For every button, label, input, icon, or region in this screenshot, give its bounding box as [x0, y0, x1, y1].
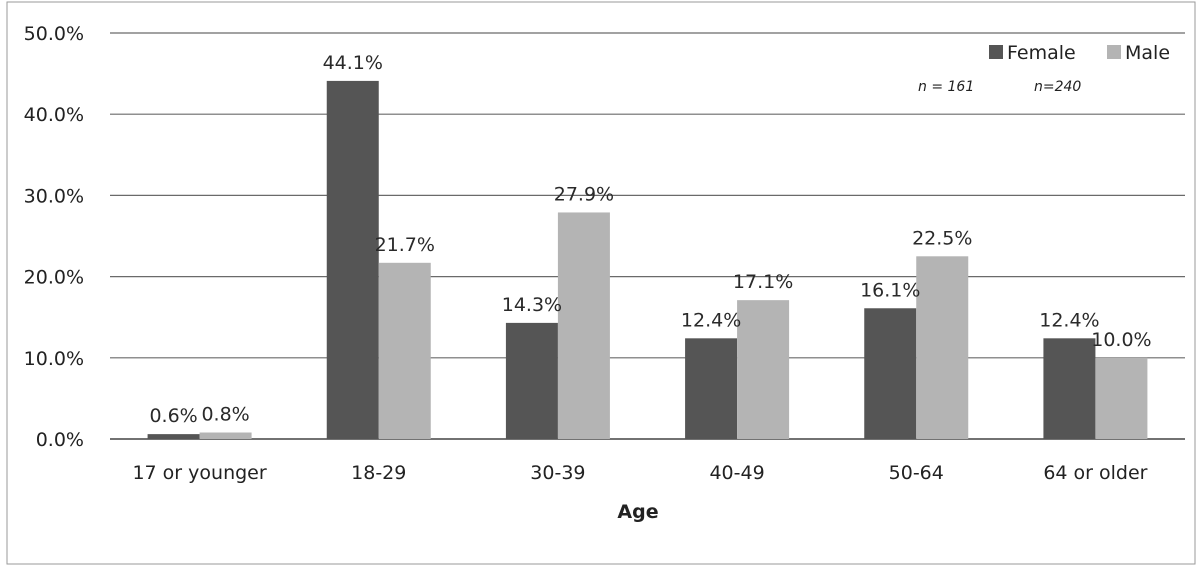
bar-female: [147, 434, 200, 439]
y-axis-ticks: 0.0% 10.0% 20.0% 30.0% 40.0% 50.0%: [24, 23, 84, 451]
legend-swatch-male: [1107, 45, 1121, 59]
legend-label-male: Male: [1125, 42, 1170, 64]
bar-female: [685, 338, 738, 439]
bar-female: [864, 308, 917, 439]
y-tick-label: 30.0%: [24, 185, 84, 207]
legend-label-female: Female: [1007, 42, 1076, 64]
data-label-female: 0.6%: [149, 405, 197, 427]
data-label-female: 14.3%: [502, 294, 562, 316]
x-tick-label: 64 or older: [1043, 462, 1147, 484]
bar-male: [737, 300, 790, 439]
gridlines: [110, 32, 1185, 440]
y-tick-label: 40.0%: [24, 104, 84, 126]
bar-male: [378, 262, 431, 439]
y-tick-label: 10.0%: [24, 348, 84, 370]
bars: [147, 80, 1148, 440]
x-tick-label: 50-64: [889, 462, 944, 484]
legend: Female Male: [989, 42, 1170, 64]
data-labels: 0.6% 0.8% 44.1% 21.7% 14.3% 27.9% 12.4% 17.1% 16…: [149, 52, 1151, 427]
bar-male: [557, 212, 610, 439]
data-label-male: 0.8%: [201, 404, 249, 426]
data-label-male: 22.5%: [912, 227, 972, 249]
data-label-female: 44.1%: [323, 52, 383, 74]
data-label-female: 12.4%: [1039, 309, 1099, 331]
x-tick-label: 18-29: [351, 462, 406, 484]
annotation-male-n: n=240: [1034, 79, 1081, 95]
x-tick-label: 40-49: [709, 462, 764, 484]
x-axis-title: Age: [617, 501, 658, 523]
bar-female: [1043, 338, 1096, 439]
y-tick-label: 0.0%: [36, 429, 84, 451]
annotation-female-n: n = 161: [918, 79, 974, 95]
data-label-male: 21.7%: [375, 234, 435, 256]
y-tick-label: 50.0%: [24, 23, 84, 45]
legend-swatch-female: [989, 45, 1003, 59]
y-tick-label: 20.0%: [24, 267, 84, 289]
bar-male: [916, 256, 969, 439]
x-tick-label: 30-39: [530, 462, 585, 484]
x-tick-label: 17 or younger: [132, 462, 266, 484]
data-label-female: 12.4%: [681, 309, 741, 331]
data-label-male: 10.0%: [1091, 329, 1151, 351]
data-label-female: 16.1%: [860, 279, 920, 301]
bar-female: [505, 322, 558, 439]
bar-male: [1095, 357, 1148, 439]
bar-female: [326, 80, 379, 440]
bar-male: [199, 432, 252, 439]
x-axis-ticks: 17 or younger 18-29 30-39 40-49 50-64 64 or o…: [132, 462, 1147, 484]
data-label-male: 27.9%: [554, 183, 614, 205]
data-label-male: 17.1%: [733, 271, 793, 293]
